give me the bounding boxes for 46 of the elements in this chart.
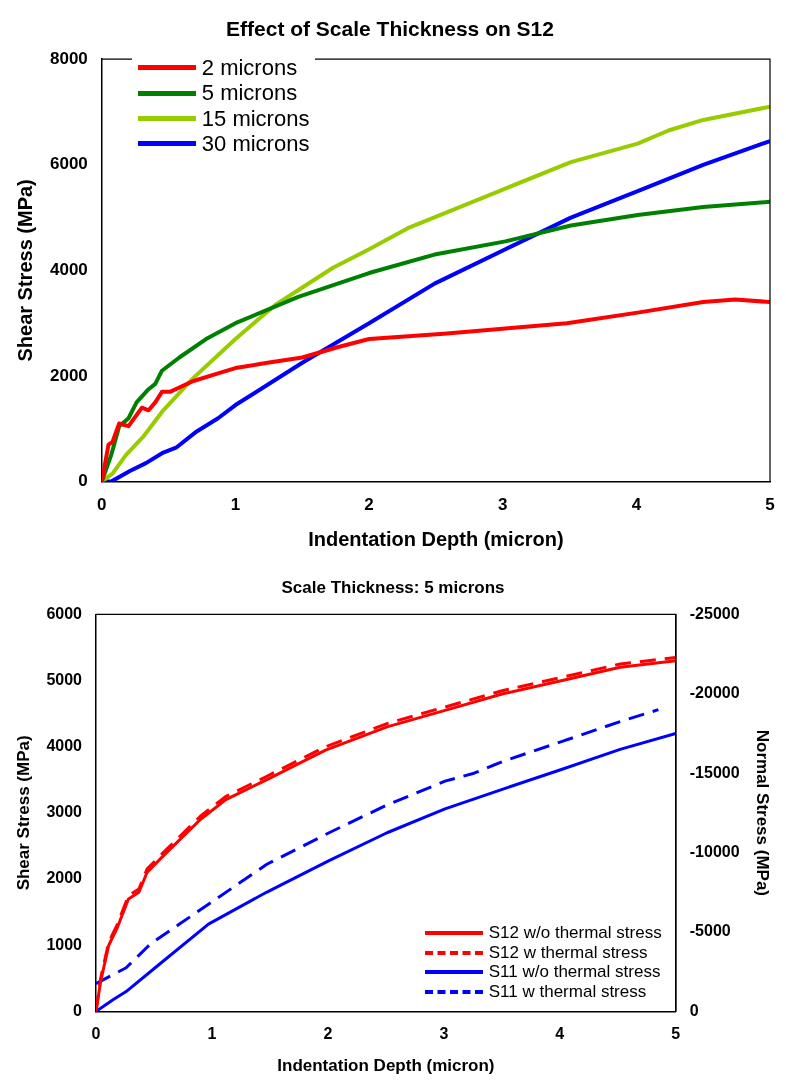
legend-label: S12 w thermal stress (488, 942, 648, 963)
x-tick-label: 2 (323, 1025, 333, 1043)
legend-label: S12 w/o thermal stress (488, 923, 662, 943)
x-tick-label: 0 (91, 1025, 101, 1043)
y-tick-label: 0 (78, 471, 88, 491)
x-tick-label: 4 (555, 1025, 565, 1043)
y-tick-label: 5000 (46, 670, 83, 688)
x-tick-label: 4 (631, 495, 642, 515)
x-axis-title: Indentation Depth (micron) (277, 1056, 495, 1076)
y-axis-title: Shear Stress (MPa) (13, 179, 36, 362)
x-tick-label: 1 (207, 1025, 217, 1043)
y-tick-label: 3000 (46, 803, 83, 821)
y-tick-label: 2000 (49, 365, 88, 385)
x-tick-label: 2 (364, 495, 374, 515)
y2-tick-label: -15000 (689, 763, 740, 781)
y2-axis-title: Normal Stress (MPa) (753, 729, 773, 897)
y-tick-label: 6000 (46, 604, 83, 622)
legend-label: 30 microns (201, 131, 310, 157)
legend-label: 5 microns (201, 80, 298, 106)
y-tick-label: 4000 (49, 260, 88, 280)
x-axis-title: Indentation Depth (micron) (308, 527, 564, 550)
y2-tick-label: -10000 (689, 843, 740, 861)
y2-tick-label: -5000 (689, 922, 731, 940)
y2-tick-label: 0 (689, 1001, 699, 1019)
y-tick-label: 2000 (46, 869, 83, 887)
chart-title: Scale Thickness: 5 microns (281, 577, 505, 597)
y-tick-label: 6000 (49, 154, 88, 174)
x-tick-label: 0 (97, 495, 107, 515)
y-tick-label: 1000 (46, 935, 83, 953)
legend-label: 15 microns (201, 105, 310, 132)
legend-label: S11 w/o thermal stress (488, 962, 661, 983)
y2-tick-label: -20000 (689, 684, 740, 702)
legend-label: S11 w thermal stress (488, 982, 647, 1002)
y-tick-label: 4000 (46, 737, 83, 755)
y2-tick-label: -25000 (689, 604, 740, 622)
x-tick-label: 1 (230, 495, 241, 515)
x-tick-label: 5 (765, 495, 775, 515)
y-tick-label: 8000 (49, 48, 88, 68)
line-series (95, 708, 660, 986)
x-tick-label: 3 (497, 495, 508, 515)
chart-title: Effect of Scale Thickness on S12 (226, 17, 554, 41)
y-axis-title: Shear Stress (MPa) (13, 735, 33, 891)
legend-label: 2 microns (201, 55, 298, 81)
y-tick-label: 0 (73, 1001, 83, 1019)
x-tick-label: 3 (439, 1025, 449, 1043)
x-tick-label: 5 (671, 1025, 681, 1043)
